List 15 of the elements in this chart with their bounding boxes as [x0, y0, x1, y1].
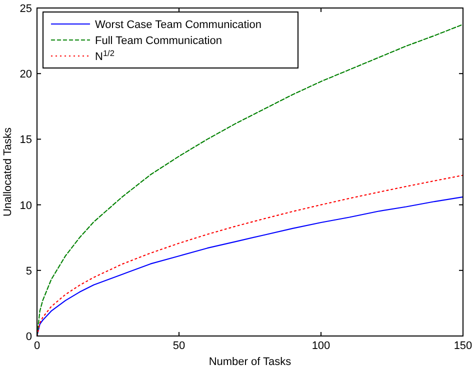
- y-tick-label: 10: [20, 200, 32, 212]
- legend-label: Full Team Communication: [95, 35, 222, 47]
- x-tick-label: 50: [172, 340, 186, 352]
- y-tick-label: 5: [26, 265, 32, 278]
- x-axis-title: Number of Tasks: [208, 356, 292, 368]
- y-tick-label: 20: [20, 68, 32, 81]
- x-tick-label: 150: [454, 340, 472, 352]
- x-tick-label: 0: [34, 340, 40, 352]
- legend-label: Worst Case Team Communication: [95, 19, 262, 31]
- y-tick-label: 0: [26, 331, 32, 343]
- y-tick-label: 25: [20, 3, 32, 15]
- y-tick-label: 15: [20, 134, 32, 146]
- x-tick-label: 100: [312, 340, 330, 352]
- y-axis-title: Unallocated Tasks: [2, 126, 14, 217]
- legend-label: N$^{1/2}$: [95, 48, 115, 63]
